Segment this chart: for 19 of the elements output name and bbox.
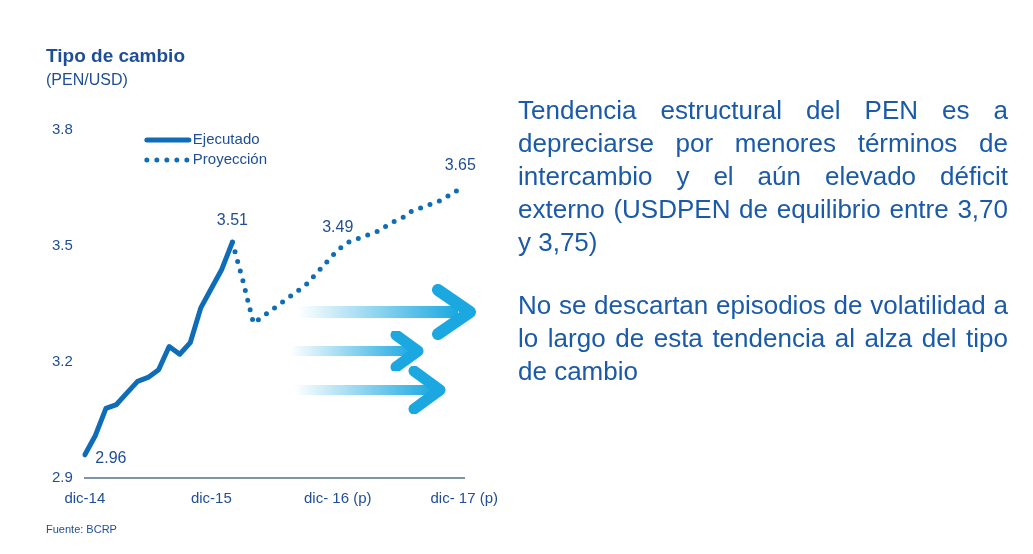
data-label: 3.49 <box>322 218 354 236</box>
x-tick-label: dic-14 <box>64 489 106 507</box>
y-tick-label: 3.8 <box>51 120 73 138</box>
x-tick-label: dic- 17 (p) <box>430 489 498 507</box>
source-note: Fuente: BCRP <box>46 523 117 535</box>
data-label: 3.65 <box>444 156 476 174</box>
data-label: 2.96 <box>95 449 127 467</box>
y-tick-label: 3.2 <box>51 352 73 370</box>
text: No se descartan episodios de volatilidad a lo largo de esta tendencia al alza del tipo de cambio <box>518 289 1008 388</box>
chart-subtitle: (PEN/USD) <box>46 71 128 89</box>
legend-label: Ejecutado <box>192 130 260 148</box>
x-tick-label: dic- 16 (p) <box>304 489 372 507</box>
y-tick-label: 2.9 <box>51 468 73 486</box>
text: Tendencia estructural del PEN es a depreciarse por menores términos de intercambio y el aún elevado déficit externo (USDPEN de equilibrio entre 3,70 y 3,75) <box>518 94 1008 259</box>
chart-title: Tipo de cambio <box>46 45 186 67</box>
data-label: 3.51 <box>216 210 249 228</box>
y-tick-label: 3.5 <box>51 236 73 254</box>
legend-label: Proyección <box>192 150 268 168</box>
x-tick-label: dic-15 <box>190 489 232 507</box>
